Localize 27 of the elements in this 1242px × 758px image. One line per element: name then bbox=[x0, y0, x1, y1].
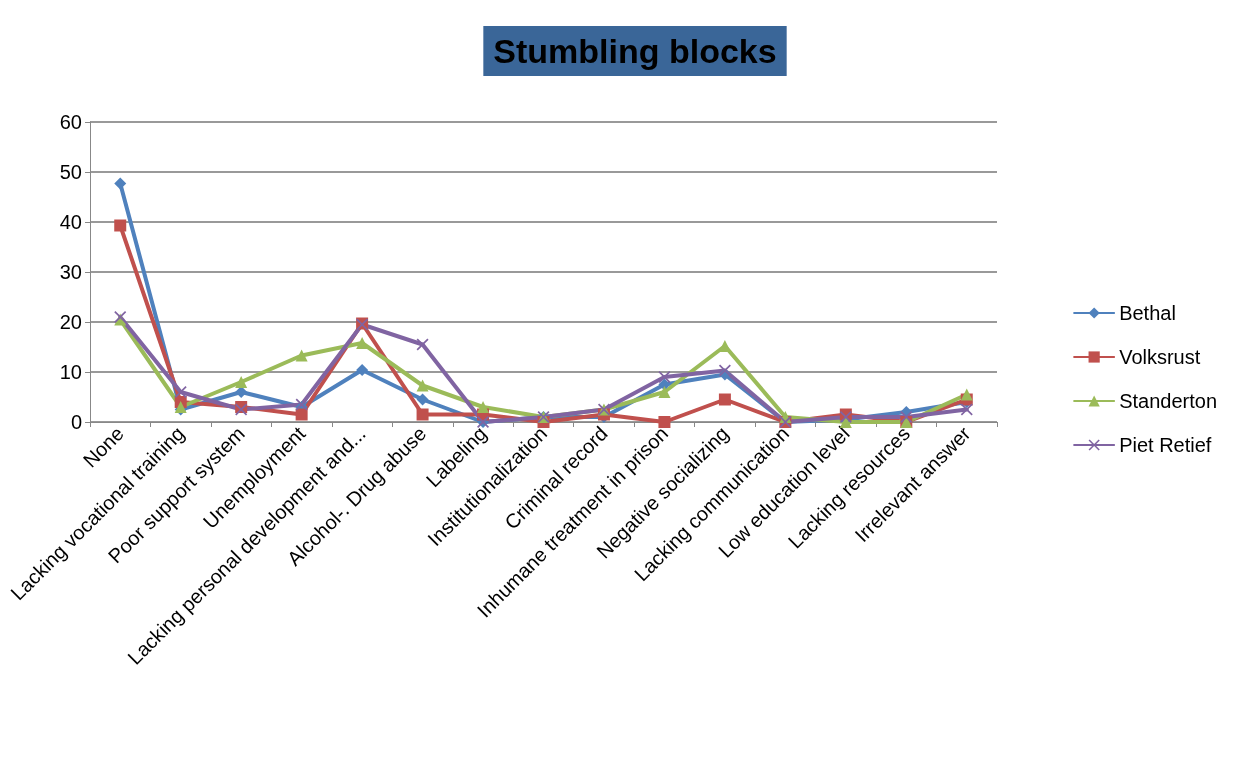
y-tick-label: 30 bbox=[59, 261, 82, 283]
point bbox=[416, 338, 429, 351]
y-tick-label: 50 bbox=[59, 161, 82, 183]
y-tick-label: 20 bbox=[59, 311, 82, 333]
legend-label: Piet Retief bbox=[1119, 434, 1212, 456]
point bbox=[718, 393, 731, 406]
point bbox=[960, 388, 973, 401]
chart-title: Stumbling blocks bbox=[493, 32, 777, 70]
point bbox=[416, 393, 429, 406]
point bbox=[416, 379, 429, 392]
y-tick-label: 0 bbox=[70, 411, 82, 433]
point bbox=[295, 408, 308, 421]
point bbox=[295, 349, 308, 362]
y-tick-label: 40 bbox=[59, 211, 82, 233]
point bbox=[114, 219, 127, 232]
point bbox=[416, 408, 429, 421]
y-tick-label: 10 bbox=[59, 361, 82, 383]
point bbox=[114, 177, 127, 190]
point bbox=[477, 401, 490, 413]
point bbox=[658, 386, 671, 398]
point bbox=[235, 376, 248, 388]
point bbox=[356, 364, 369, 376]
legend-label: Volksrust bbox=[1119, 346, 1201, 368]
legend-label: Bethal bbox=[1119, 302, 1176, 324]
y-tick-label: 60 bbox=[59, 111, 82, 133]
legend-label: Standerton bbox=[1119, 390, 1218, 412]
point bbox=[658, 416, 671, 428]
